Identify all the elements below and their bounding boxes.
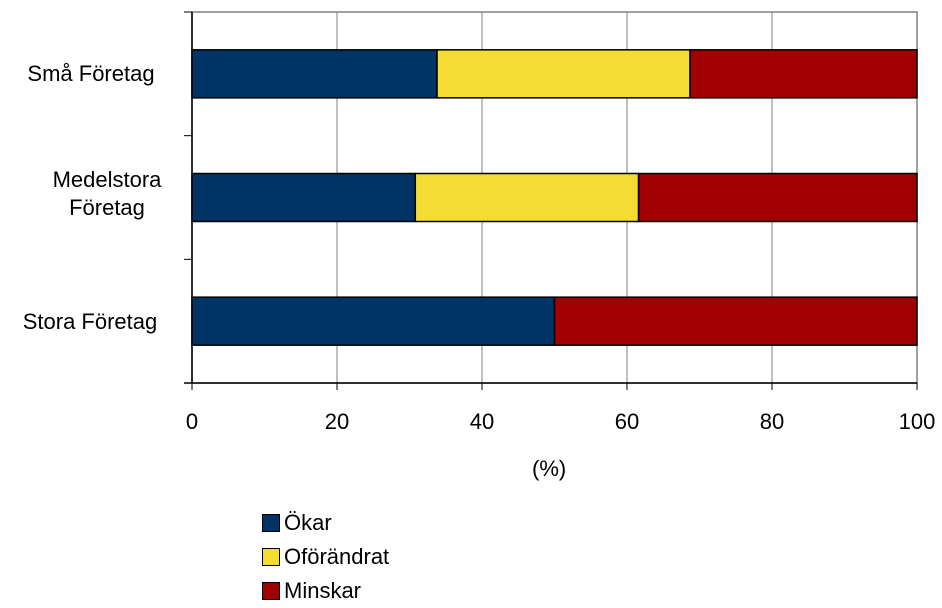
category-label-large: Stora Företag — [22, 309, 158, 334]
legend-item-okar: Ökar — [262, 506, 389, 540]
x-tick-label: 0 — [186, 409, 198, 434]
category-label-small: Små Företag — [27, 61, 155, 86]
legend-label-oforandrat: Oförändrat — [284, 544, 390, 569]
legend-item-minskar: Minskar — [262, 574, 389, 608]
legend-label-minskar: Minskar — [284, 578, 362, 603]
x-tick-label: 20 — [325, 409, 349, 434]
bar-Ökar-1 — [191, 172, 417, 223]
bar-Ökar-0 — [191, 49, 438, 99]
legend-item-oforandrat: Oförändrat — [262, 540, 389, 574]
x-tick-label: 100 — [899, 409, 936, 434]
bar-Minskar-0 — [689, 49, 918, 99]
legend-swatch-okar — [262, 514, 280, 532]
legend-label-okar: Ökar — [284, 510, 332, 535]
bar-Oförändrat-0 — [436, 49, 691, 99]
legend-swatch-oforandrat — [262, 548, 280, 566]
legend: Ökar Oförändrat Minskar — [262, 506, 389, 608]
bar-Minskar-2 — [553, 296, 918, 346]
bar-Oförändrat-1 — [414, 172, 640, 223]
x-axis-label: (%) — [532, 456, 567, 481]
bar-Ökar-2 — [191, 296, 556, 346]
category-label-medium: Medelstora Företag — [52, 167, 162, 220]
x-tick-label: 80 — [760, 409, 784, 434]
bar-Minskar-1 — [637, 172, 918, 223]
legend-swatch-minskar — [262, 582, 280, 600]
x-tick-label: 40 — [470, 409, 494, 434]
x-tick-label: 60 — [615, 409, 639, 434]
